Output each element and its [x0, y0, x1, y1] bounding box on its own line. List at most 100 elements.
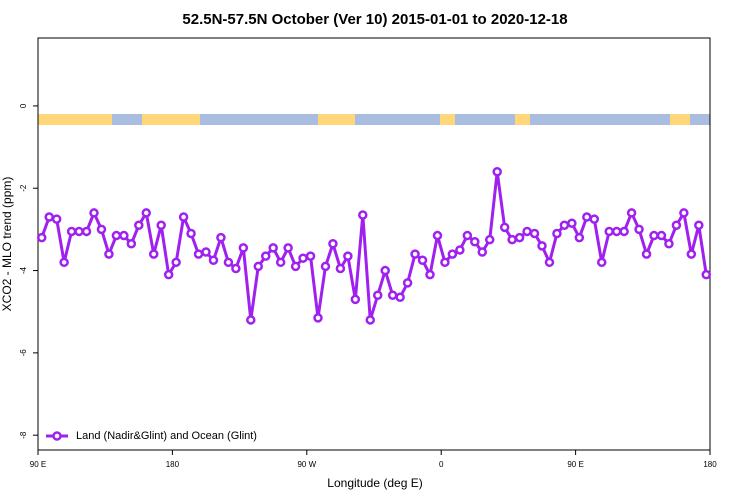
point — [522, 226, 532, 237]
point — [126, 239, 137, 249]
plot-frame — [37, 37, 711, 451]
y-tick-label: -2 — [19, 184, 28, 192]
point — [664, 239, 674, 249]
point — [641, 249, 652, 259]
point — [104, 249, 114, 259]
y-tick-label: -6 — [19, 349, 28, 357]
point — [134, 220, 144, 231]
point — [582, 212, 592, 222]
point — [671, 220, 682, 231]
point — [537, 241, 547, 251]
point — [447, 249, 458, 259]
x-tick-label: 180 — [703, 460, 717, 469]
point — [559, 220, 570, 231]
point — [626, 208, 637, 218]
point — [328, 239, 338, 249]
point — [596, 257, 607, 268]
point — [253, 261, 264, 272]
point — [186, 228, 196, 239]
point — [619, 226, 629, 237]
point — [492, 167, 502, 177]
point — [156, 220, 166, 231]
point — [74, 226, 84, 237]
point — [350, 294, 361, 305]
y-tick-label: 0 — [19, 103, 28, 108]
point — [260, 251, 271, 261]
point — [440, 257, 450, 268]
point — [141, 208, 152, 218]
point — [679, 208, 689, 218]
point — [223, 257, 234, 268]
point — [343, 251, 353, 261]
x-tick-label: 90 E — [567, 460, 583, 469]
point — [574, 232, 585, 243]
point — [320, 261, 331, 272]
point — [298, 253, 308, 263]
point — [589, 214, 600, 224]
point — [111, 230, 122, 241]
point — [552, 228, 562, 239]
point — [567, 218, 577, 228]
point — [499, 222, 510, 233]
point — [44, 212, 54, 222]
series-line — [40, 171, 708, 321]
y-tick-label: -8 — [19, 431, 28, 439]
point — [36, 232, 47, 243]
point — [238, 243, 249, 253]
point — [66, 226, 77, 237]
point — [178, 212, 189, 222]
point — [410, 249, 420, 259]
point — [51, 214, 62, 224]
x-axis-label: Longitude (deg E) — [327, 476, 422, 490]
y-axis-label: XCO2 - MLO trend (ppm) — [0, 177, 14, 312]
point — [171, 257, 181, 268]
y-tick-label: -4 — [19, 266, 28, 274]
point — [335, 263, 346, 274]
point — [395, 292, 405, 303]
x-tick-label: 0 — [439, 460, 444, 469]
point — [686, 249, 697, 259]
point — [455, 245, 465, 255]
point — [208, 255, 219, 266]
point — [365, 315, 376, 325]
point — [462, 230, 473, 241]
point — [89, 208, 99, 218]
point — [432, 230, 443, 241]
legend-marker — [52, 431, 62, 441]
point — [81, 226, 92, 237]
point — [380, 265, 390, 276]
point — [417, 255, 428, 266]
x-tick-label: 90 E — [30, 460, 46, 469]
point — [649, 230, 659, 241]
point — [246, 315, 256, 325]
point — [59, 257, 69, 268]
point — [701, 269, 712, 280]
point — [148, 249, 159, 259]
point — [604, 226, 614, 237]
point — [507, 234, 517, 245]
point — [201, 247, 211, 257]
point — [305, 251, 316, 261]
point — [290, 261, 301, 272]
point — [283, 243, 293, 253]
point — [402, 278, 413, 288]
point — [425, 269, 435, 280]
point — [611, 226, 622, 237]
point — [634, 224, 644, 235]
legend-label: Land (Nadir&Glint) and Ocean (Glint) — [76, 430, 257, 442]
point — [193, 249, 204, 259]
point — [119, 230, 129, 241]
chart-title: 52.5N-57.5N October (Ver 10) 2015-01-01 … — [182, 11, 567, 28]
point — [477, 247, 488, 257]
point — [216, 232, 226, 243]
point — [694, 220, 704, 231]
point — [268, 243, 278, 253]
point — [231, 263, 241, 274]
point — [544, 257, 555, 268]
point — [387, 290, 398, 300]
point — [529, 228, 540, 239]
point — [484, 234, 495, 245]
point — [358, 210, 368, 220]
land-ocean-strip — [38, 114, 710, 125]
